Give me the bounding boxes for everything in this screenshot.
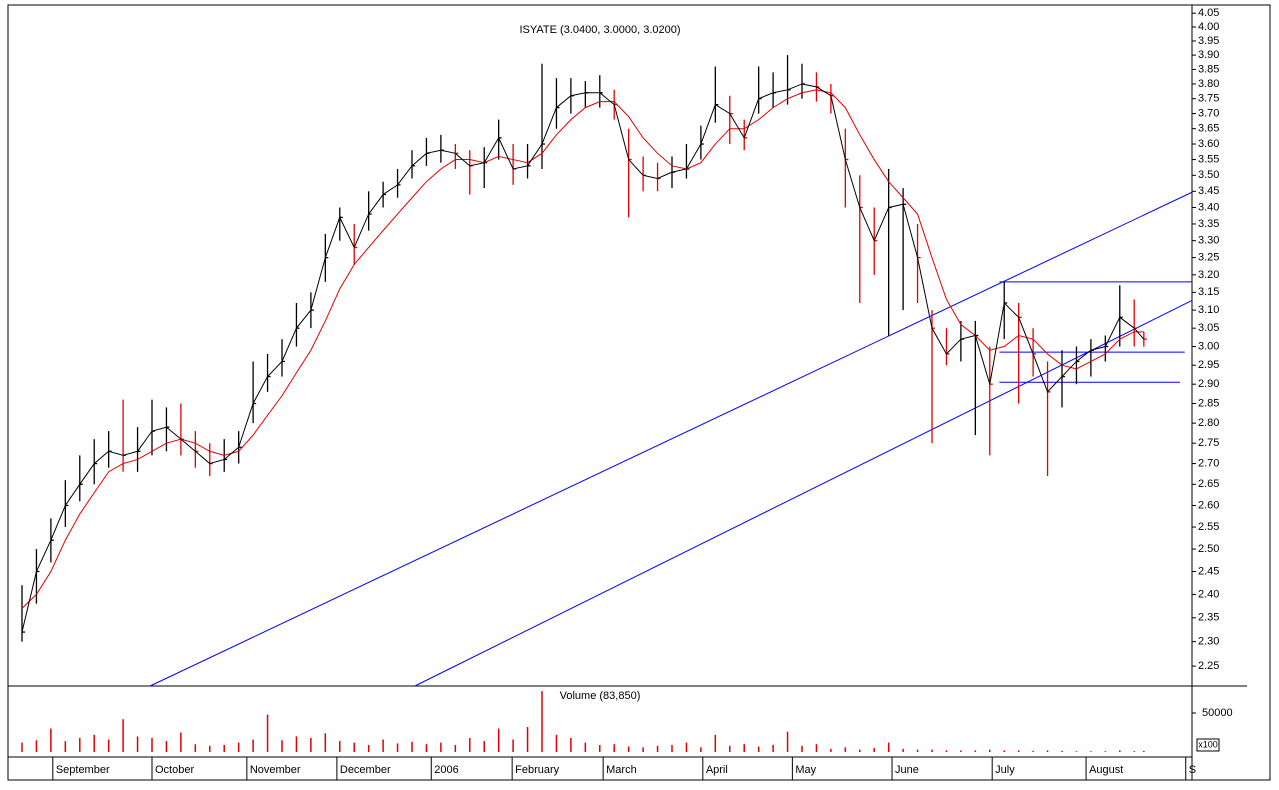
moving-average [21, 89, 1144, 609]
y-tick-label: 3.25 [1198, 252, 1219, 264]
x-tick-label: April [706, 764, 728, 776]
volume-title: Volume (83,850) [560, 690, 641, 702]
y-tick-label: 3.95 [1198, 35, 1219, 47]
x-tick-label: November [250, 764, 301, 776]
frame [7, 4, 1271, 781]
y-tick-label: 3.30 [1198, 235, 1219, 247]
volume-tick-label: 50000 [1202, 707, 1233, 719]
y-tick-label: 3.90 [1198, 49, 1219, 61]
volume-unit: x100 [1198, 739, 1218, 749]
y-tick-label: 2.40 [1198, 588, 1219, 600]
x-tick-label: October [155, 764, 194, 776]
y-tick-label: 2.60 [1198, 499, 1219, 511]
y-tick-label: 3.65 [1198, 123, 1219, 135]
y-tick-label: 3.60 [1198, 138, 1219, 150]
close-line [21, 83, 1145, 633]
x-tick-label: 2006 [434, 764, 458, 776]
x-tick-label: June [895, 764, 919, 776]
y-tick-label: 3.10 [1198, 304, 1219, 316]
x-tick-label: September [56, 764, 110, 776]
chart-title: ISYATE (3.0400, 3.0000, 3.0200) [519, 24, 680, 36]
y-tick-label: 3.05 [1198, 322, 1219, 334]
y-tick-label: 2.85 [1198, 397, 1219, 409]
y-tick-label: 3.20 [1198, 269, 1219, 281]
y-tick-label: 2.80 [1198, 417, 1219, 429]
y-tick-label: 2.90 [1198, 378, 1219, 390]
y-tick-label: 2.65 [1198, 478, 1219, 490]
y-tick-label: 3.15 [1198, 286, 1219, 298]
y-tick-label: 3.80 [1198, 78, 1219, 90]
y-tick-label: 2.35 [1198, 612, 1219, 624]
y-tick-label: 3.40 [1198, 201, 1219, 213]
y-tick-label: 3.45 [1198, 185, 1219, 197]
y-tick-label: 2.95 [1198, 359, 1219, 371]
y-tick-label: 2.45 [1198, 565, 1219, 577]
x-tick-label: August [1089, 764, 1123, 776]
x-tick-label: February [515, 764, 560, 776]
y-tick-label: 4.05 [1198, 7, 1219, 19]
y-tick-label: 3.85 [1198, 63, 1219, 75]
x-tick-label: July [995, 764, 1015, 776]
y-tick-label: 2.70 [1198, 457, 1219, 469]
y-tick-label: 3.35 [1198, 218, 1219, 230]
y-tick-label: 2.75 [1198, 437, 1219, 449]
x-tick-label: S [1189, 764, 1196, 776]
unit-box [1196, 738, 1220, 752]
y-tick-label: 2.25 [1198, 660, 1219, 672]
y-tick-label: 3.50 [1198, 169, 1219, 181]
y-tick-label: 2.50 [1198, 543, 1219, 555]
y-tick-label: 3.55 [1198, 153, 1219, 165]
y-tick-label: 3.75 [1198, 93, 1219, 105]
y-tick-label: 2.30 [1198, 636, 1219, 648]
trend-line [149, 191, 1193, 687]
x-tick-label: December [340, 764, 391, 776]
x-tick-label: March [606, 764, 637, 776]
y-tick-label: 4.00 [1198, 21, 1219, 33]
y-tick-label: 3.00 [1198, 340, 1219, 352]
y-tick-label: 2.55 [1198, 521, 1219, 533]
y-tick-label: 3.70 [1198, 107, 1219, 119]
x-tick-label: May [795, 764, 816, 776]
